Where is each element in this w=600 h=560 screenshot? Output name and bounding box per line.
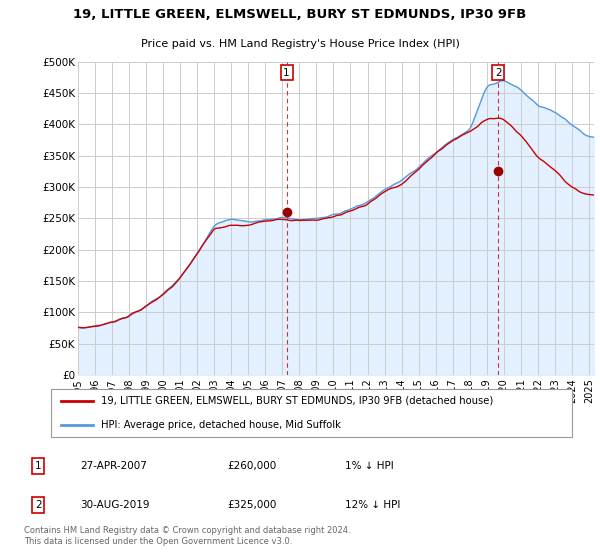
Text: 1% ↓ HPI: 1% ↓ HPI bbox=[346, 461, 394, 471]
Text: Contains HM Land Registry data © Crown copyright and database right 2024.
This d: Contains HM Land Registry data © Crown c… bbox=[24, 526, 350, 546]
Text: Price paid vs. HM Land Registry's House Price Index (HPI): Price paid vs. HM Land Registry's House … bbox=[140, 39, 460, 49]
Text: £325,000: £325,000 bbox=[227, 500, 277, 510]
Text: 19, LITTLE GREEN, ELMSWELL, BURY ST EDMUNDS, IP30 9FB: 19, LITTLE GREEN, ELMSWELL, BURY ST EDMU… bbox=[73, 8, 527, 21]
Text: HPI: Average price, detached house, Mid Suffolk: HPI: Average price, detached house, Mid … bbox=[101, 420, 341, 430]
Text: 27-APR-2007: 27-APR-2007 bbox=[80, 461, 147, 471]
Text: 1: 1 bbox=[35, 461, 41, 471]
Text: 1: 1 bbox=[283, 68, 290, 78]
Text: 19, LITTLE GREEN, ELMSWELL, BURY ST EDMUNDS, IP30 9FB (detached house): 19, LITTLE GREEN, ELMSWELL, BURY ST EDMU… bbox=[101, 396, 493, 406]
Text: £260,000: £260,000 bbox=[227, 461, 276, 471]
Text: 12% ↓ HPI: 12% ↓ HPI bbox=[346, 500, 401, 510]
FancyBboxPatch shape bbox=[50, 389, 572, 437]
Text: 2: 2 bbox=[495, 68, 502, 78]
Text: 2: 2 bbox=[35, 500, 41, 510]
Text: 30-AUG-2019: 30-AUG-2019 bbox=[80, 500, 150, 510]
